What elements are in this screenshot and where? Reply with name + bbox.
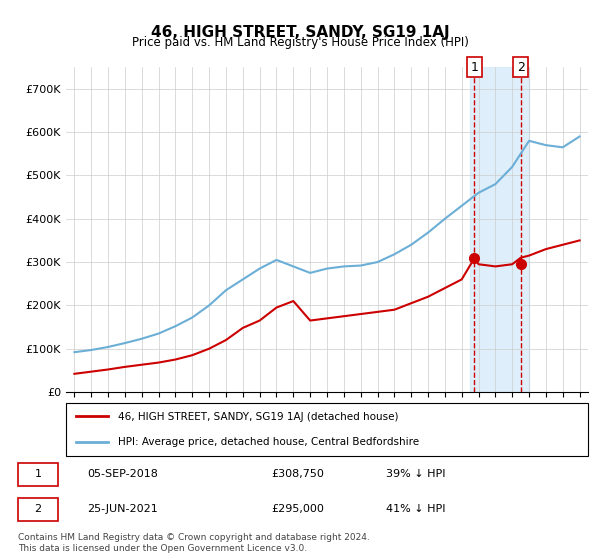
Text: Price paid vs. HM Land Registry's House Price Index (HPI): Price paid vs. HM Land Registry's House …	[131, 36, 469, 49]
Text: 41% ↓ HPI: 41% ↓ HPI	[386, 504, 446, 514]
Text: £308,750: £308,750	[271, 469, 324, 479]
Text: £295,000: £295,000	[271, 504, 324, 514]
Text: 1: 1	[34, 469, 41, 479]
Text: 05-SEP-2018: 05-SEP-2018	[87, 469, 158, 479]
Text: HPI: Average price, detached house, Central Bedfordshire: HPI: Average price, detached house, Cent…	[118, 436, 419, 446]
Text: 2: 2	[517, 60, 524, 74]
Text: Contains HM Land Registry data © Crown copyright and database right 2024.
This d: Contains HM Land Registry data © Crown c…	[18, 533, 370, 553]
Text: 46, HIGH STREET, SANDY, SG19 1AJ: 46, HIGH STREET, SANDY, SG19 1AJ	[151, 25, 449, 40]
FancyBboxPatch shape	[66, 403, 588, 456]
Bar	[470, 67, 529, 392]
Text: 2: 2	[34, 504, 41, 514]
FancyBboxPatch shape	[18, 463, 58, 486]
FancyBboxPatch shape	[18, 498, 58, 521]
Text: 1: 1	[470, 60, 478, 74]
Text: 39% ↓ HPI: 39% ↓ HPI	[386, 469, 446, 479]
Text: 46, HIGH STREET, SANDY, SG19 1AJ (detached house): 46, HIGH STREET, SANDY, SG19 1AJ (detach…	[118, 412, 398, 422]
Text: 25-JUN-2021: 25-JUN-2021	[87, 504, 158, 514]
